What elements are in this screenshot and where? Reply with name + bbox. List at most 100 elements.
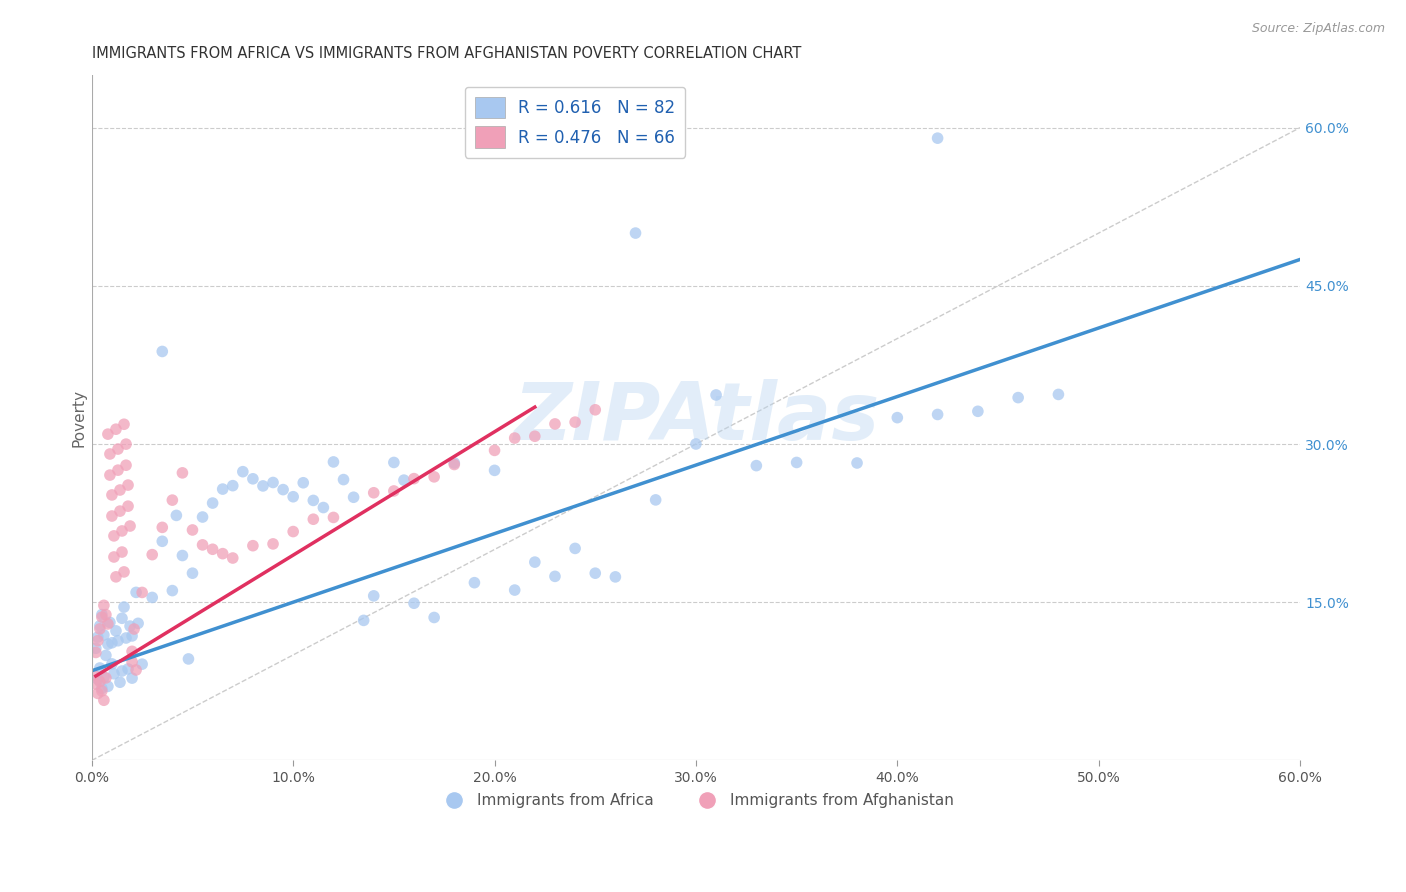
Point: [583, 402, 606, 417]
Point: [97, 679, 120, 693]
Point: [484, 463, 506, 477]
Point: [141, 591, 163, 605]
Point: [103, 549, 125, 564]
Point: [583, 566, 606, 581]
Point: [90, 684, 112, 698]
Point: [150, 534, 173, 549]
Point: [172, 466, 194, 480]
Point: [201, 496, 224, 510]
Point: [117, 662, 139, 676]
Point: [111, 664, 134, 678]
Point: [363, 485, 385, 500]
Point: [302, 512, 325, 526]
Point: [242, 539, 264, 553]
Point: [523, 429, 546, 443]
Point: [1047, 387, 1070, 401]
Point: [191, 538, 214, 552]
Point: [484, 443, 506, 458]
Point: [201, 542, 224, 557]
Point: [89, 622, 111, 636]
Point: [605, 570, 627, 584]
Point: [685, 437, 707, 451]
Point: [94, 671, 117, 685]
Point: [312, 500, 335, 515]
Point: [101, 657, 124, 671]
Point: [222, 478, 245, 492]
Point: [927, 408, 949, 422]
Point: [150, 344, 173, 359]
Point: [97, 617, 120, 632]
Point: [97, 427, 120, 442]
Point: [967, 404, 990, 418]
Point: [322, 455, 344, 469]
Point: [83, 667, 105, 681]
Point: [84, 641, 107, 656]
Legend: Immigrants from Africa, Immigrants from Afghanistan: Immigrants from Africa, Immigrants from …: [432, 788, 960, 814]
Point: [90, 607, 112, 622]
Point: [94, 607, 117, 622]
Point: [252, 479, 274, 493]
Point: [222, 551, 245, 566]
Point: [181, 566, 204, 581]
Point: [181, 523, 204, 537]
Point: [704, 388, 727, 402]
Point: [87, 630, 110, 644]
Point: [111, 524, 134, 538]
Point: [443, 458, 465, 472]
Point: [644, 492, 666, 507]
Point: [402, 472, 425, 486]
Point: [108, 504, 131, 518]
Point: [103, 666, 125, 681]
Point: [423, 610, 446, 624]
Point: [927, 131, 949, 145]
Point: [191, 510, 214, 524]
Point: [786, 455, 808, 469]
Point: [624, 226, 647, 240]
Point: [87, 633, 110, 648]
Point: [564, 541, 586, 556]
Point: [564, 415, 586, 429]
Point: [107, 633, 129, 648]
Point: [93, 599, 115, 613]
Point: [125, 663, 148, 677]
Point: [271, 483, 294, 497]
Point: [89, 661, 111, 675]
Point: [93, 670, 115, 684]
Point: [322, 510, 344, 524]
Point: [302, 493, 325, 508]
Point: [98, 447, 121, 461]
Point: [104, 570, 127, 584]
Point: [382, 483, 405, 498]
Point: [121, 671, 143, 685]
Point: [87, 686, 110, 700]
Point: [117, 478, 139, 492]
Point: [87, 672, 110, 686]
Point: [353, 613, 375, 627]
Point: [544, 417, 567, 431]
Point: [162, 583, 184, 598]
Point: [523, 555, 546, 569]
Point: [101, 636, 124, 650]
Y-axis label: Poverty: Poverty: [72, 389, 86, 447]
Point: [84, 645, 107, 659]
Point: [93, 628, 115, 642]
Point: [94, 648, 117, 663]
Point: [503, 431, 526, 445]
Point: [292, 475, 315, 490]
Point: [125, 585, 148, 599]
Point: [115, 437, 138, 451]
Point: [121, 644, 143, 658]
Point: [104, 422, 127, 436]
Text: ZIPAtlas: ZIPAtlas: [513, 378, 879, 457]
Point: [97, 637, 120, 651]
Point: [108, 483, 131, 497]
Text: Source: ZipAtlas.com: Source: ZipAtlas.com: [1251, 22, 1385, 36]
Point: [84, 677, 107, 691]
Point: [98, 615, 121, 630]
Point: [342, 490, 364, 504]
Point: [101, 509, 124, 524]
Point: [120, 519, 142, 533]
Point: [120, 619, 142, 633]
Point: [211, 482, 233, 496]
Point: [112, 417, 135, 432]
